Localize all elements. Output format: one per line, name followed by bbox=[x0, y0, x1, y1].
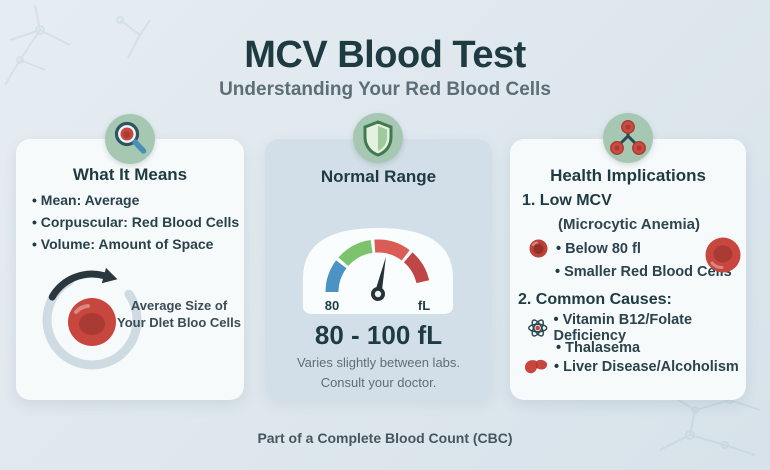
section-common-causes-label: 2. Common Causes: bbox=[518, 291, 672, 308]
list-item: Mean: Average bbox=[32, 189, 239, 211]
list-item: Smaller Red Blood Cells bbox=[555, 264, 732, 280]
panel-title-what-it-means: What It Means bbox=[72, 165, 188, 184]
list-item: Volume: Amount of Space bbox=[32, 233, 239, 255]
page-title: MCV Blood Test bbox=[244, 34, 526, 76]
red-blood-cell-icon bbox=[68, 298, 116, 346]
list-item: Below 80 fl bbox=[529, 239, 641, 258]
section-low-mcv-sublabel: (Microcytic Anemia) bbox=[558, 216, 700, 233]
range-note: Consult your doctor. bbox=[320, 375, 437, 390]
gauge-segment-high bbox=[374, 239, 410, 261]
gauge-unit-label: fL bbox=[418, 298, 430, 313]
gauge-segment-low bbox=[325, 260, 347, 293]
blood-cell-icon bbox=[529, 239, 548, 258]
diagram-caption: Average Size of Your Dlet Bloo Cells bbox=[117, 298, 241, 330]
magnifier-blood-cell-icon bbox=[105, 114, 155, 164]
gauge-segment-normal bbox=[338, 239, 373, 267]
clockwise-arrow-icon bbox=[48, 270, 108, 301]
atom-icon bbox=[528, 319, 548, 337]
footer-note: Part of a Complete Blood Count (CBC) bbox=[257, 430, 513, 446]
blood-cell-cycle-diagram bbox=[42, 267, 142, 370]
normal-range-value: 80 - 100 fL bbox=[314, 320, 443, 350]
panel-title-health-implications: Health Implications bbox=[550, 166, 706, 185]
what-it-means-list: Mean: Average Corpuscular: Red Blood Cel… bbox=[32, 189, 239, 255]
panel-normal-range: Normal Range 80 fL 80 - 100 fL Varies sl… bbox=[265, 139, 492, 400]
gauge-needle bbox=[374, 256, 386, 295]
liver-icon bbox=[524, 359, 548, 374]
panel-title-normal-range: Normal Range bbox=[320, 167, 437, 186]
range-note: Varies slightly between labs. bbox=[296, 355, 461, 370]
panel-health-implications: Health Implications 1. Low MCV (Microcyt… bbox=[510, 139, 746, 400]
gauge-segment-very-high bbox=[403, 252, 430, 284]
list-item: Liver Disease/Alcoholism bbox=[523, 357, 739, 377]
section-low-mcv-label: 1. Low MCV bbox=[522, 192, 612, 209]
shield-icon bbox=[353, 113, 403, 163]
large-blood-cell-icon bbox=[705, 237, 741, 273]
network-nodes-icon bbox=[603, 113, 653, 163]
list-item: Thalasema bbox=[556, 340, 640, 356]
page-subtitle: Understanding Your Red Blood Cells bbox=[219, 79, 551, 100]
shield-glyph bbox=[363, 120, 393, 157]
mcv-range-gauge: 80 fL bbox=[303, 228, 453, 314]
gauge-min-label: 80 bbox=[325, 298, 339, 313]
network-glyph bbox=[610, 120, 646, 155]
list-item: Corpuscular: Red Blood Cells bbox=[32, 211, 239, 233]
magnifier-icon bbox=[114, 121, 147, 154]
panel-what-it-means: What It Means Mean: Average Corpuscular:… bbox=[16, 139, 244, 400]
